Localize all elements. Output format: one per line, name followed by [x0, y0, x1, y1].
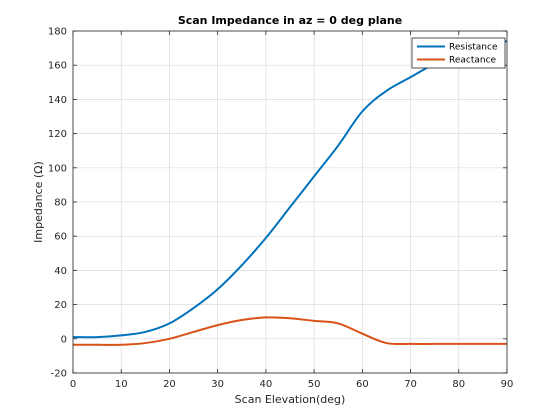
x-tick-label: 80	[452, 379, 465, 390]
y-tick-label: 80	[54, 198, 67, 209]
x-tick-label: 90	[501, 379, 514, 390]
chart-title: Scan Impedance in az = 0 deg plane	[178, 14, 402, 27]
x-tick-label: 30	[211, 379, 224, 390]
x-tick-label: 60	[356, 379, 369, 390]
y-tick-label: 100	[48, 163, 67, 174]
legend-label-reactance: Reactance	[449, 56, 497, 66]
y-tick-label: 180	[48, 27, 67, 38]
y-tick-label: -20	[51, 369, 67, 380]
x-tick-label: 40	[260, 379, 273, 390]
legend-label-resistance: Resistance	[449, 43, 498, 53]
x-tick-label: 20	[163, 379, 176, 390]
x-tick-label: 70	[404, 379, 417, 390]
y-tick-label: 20	[54, 300, 67, 311]
y-tick-label: 160	[48, 61, 67, 72]
y-axis-label: Impedance (Ω)	[32, 161, 45, 243]
axis-ticks: 0 10 20 30 40 50 60 70 80 90-20020406080100120140…	[48, 27, 513, 391]
x-tick-label: 10	[115, 379, 128, 390]
x-axis-label: Scan Elevation(deg)	[235, 393, 346, 406]
y-tick-label: 0	[61, 334, 67, 345]
y-tick-label: 40	[54, 266, 67, 277]
x-tick-label: 50	[308, 379, 321, 390]
y-tick-label: 120	[48, 129, 67, 140]
y-tick-label: 60	[54, 232, 67, 243]
legend-box	[411, 37, 506, 69]
y-tick-label: 140	[48, 95, 67, 106]
legend: Resistance Reactance	[411, 37, 506, 69]
reactance-series-line	[73, 316, 507, 346]
x-tick-label: 0	[70, 379, 76, 390]
